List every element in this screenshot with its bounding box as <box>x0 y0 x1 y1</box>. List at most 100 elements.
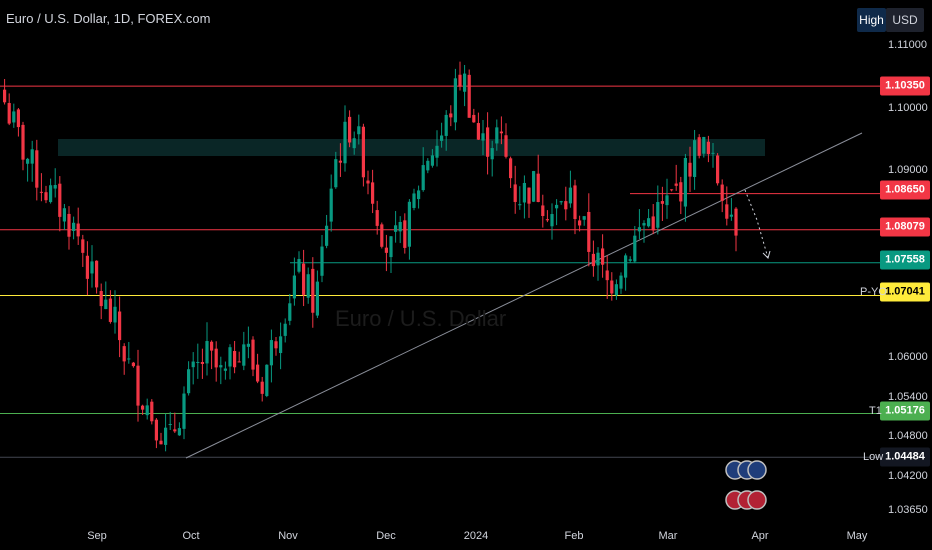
currency-button[interactable]: USD <box>886 8 924 32</box>
candle-body <box>467 74 471 118</box>
time-label: Nov <box>278 530 298 542</box>
candle-body <box>651 216 655 231</box>
candle-body <box>545 219 549 221</box>
candle-body <box>683 157 687 207</box>
candle-body <box>62 208 66 222</box>
high-button[interactable]: High <box>857 8 886 32</box>
candle-body <box>127 358 131 360</box>
candle-body <box>136 365 140 406</box>
candle-body <box>660 201 664 204</box>
candle-body <box>288 303 292 321</box>
candle-body <box>210 341 214 351</box>
candle-body <box>619 275 623 289</box>
candle-body <box>578 220 582 226</box>
candle-body <box>53 184 57 189</box>
candle-body <box>90 261 94 274</box>
events-flags[interactable] <box>725 459 767 519</box>
projection-arrow-path <box>744 189 769 259</box>
candle-body <box>647 218 651 227</box>
candle-body <box>191 361 195 368</box>
candle-body <box>476 123 480 140</box>
candle-body <box>555 204 559 209</box>
price-tag-pyo: 1.07041 <box>880 282 930 302</box>
candle-body <box>518 204 522 206</box>
candle-body <box>242 344 246 366</box>
candle-body <box>49 185 53 203</box>
candle-body <box>7 103 11 124</box>
candle-body <box>154 419 158 441</box>
price-tag-level: 1.08650 <box>880 180 930 200</box>
candle-body <box>412 193 416 208</box>
candle-body <box>361 126 365 178</box>
candle-body <box>481 133 485 141</box>
candle-body <box>375 210 379 226</box>
candle-body <box>168 424 172 426</box>
candle-body <box>159 440 163 445</box>
candle-body <box>472 114 476 123</box>
candle-body <box>297 259 301 272</box>
candle-body <box>403 220 407 248</box>
candle-body <box>104 299 108 310</box>
candle-body <box>601 248 605 265</box>
candle-body <box>702 136 706 154</box>
candle-body <box>187 369 191 394</box>
candle-body <box>706 141 710 154</box>
symbol-watermark: Euro / U.S. Dollar <box>335 306 507 331</box>
price-tick: 1.06000 <box>888 351 928 363</box>
candle-body <box>85 255 89 279</box>
time-label: May <box>846 530 868 542</box>
price-tick: 1.04800 <box>888 430 928 442</box>
candle-body <box>509 158 513 179</box>
t1-label: T1 <box>869 405 882 417</box>
price-tag-support: 1.07558 <box>880 250 930 270</box>
eu-flag-icon[interactable] <box>747 460 767 480</box>
candle-body <box>219 365 223 368</box>
candle-body <box>550 214 554 227</box>
us-flag-icon[interactable] <box>747 490 767 510</box>
candle-body <box>348 116 352 143</box>
candle-body <box>628 259 632 261</box>
candle-body <box>610 280 614 294</box>
candle-body <box>693 140 697 177</box>
candle-body <box>302 263 306 295</box>
candle-body <box>384 247 388 253</box>
candle-body <box>490 148 494 160</box>
candle-body <box>58 183 62 217</box>
candle-body <box>371 182 375 204</box>
candle-body <box>380 224 384 247</box>
resistance-zone <box>58 139 765 156</box>
candle-body <box>440 135 444 141</box>
candle-body <box>357 126 361 135</box>
price-tag-resistance: 1.10350 <box>880 76 930 96</box>
low-label: Low <box>863 451 884 463</box>
candle-body <box>536 173 540 202</box>
candle-body <box>274 341 278 349</box>
candle-body <box>605 270 609 281</box>
candle-body <box>720 184 724 201</box>
candle-body <box>417 190 421 200</box>
candle-body <box>214 348 218 368</box>
projection-arrowhead <box>762 250 771 259</box>
candle-body <box>729 214 733 217</box>
candle-body <box>237 361 241 363</box>
candle-body <box>113 306 117 323</box>
candle-body <box>541 205 545 217</box>
candle-body <box>670 189 674 191</box>
candle-body <box>76 223 80 237</box>
candle-body <box>182 393 186 429</box>
price-tag-low: 1.04484 <box>880 447 930 467</box>
candle-body <box>251 339 255 370</box>
candle-body <box>265 364 269 396</box>
candle-body <box>426 160 430 171</box>
candle-body <box>559 201 563 203</box>
candle-body <box>352 138 356 149</box>
candle-body <box>430 155 434 166</box>
candle-body <box>711 152 715 154</box>
candle-body <box>665 195 669 206</box>
candle-body <box>453 78 457 123</box>
candle-body <box>283 323 287 336</box>
candle-body <box>173 429 177 432</box>
candle-body <box>3 89 7 103</box>
candle-body <box>118 311 122 341</box>
